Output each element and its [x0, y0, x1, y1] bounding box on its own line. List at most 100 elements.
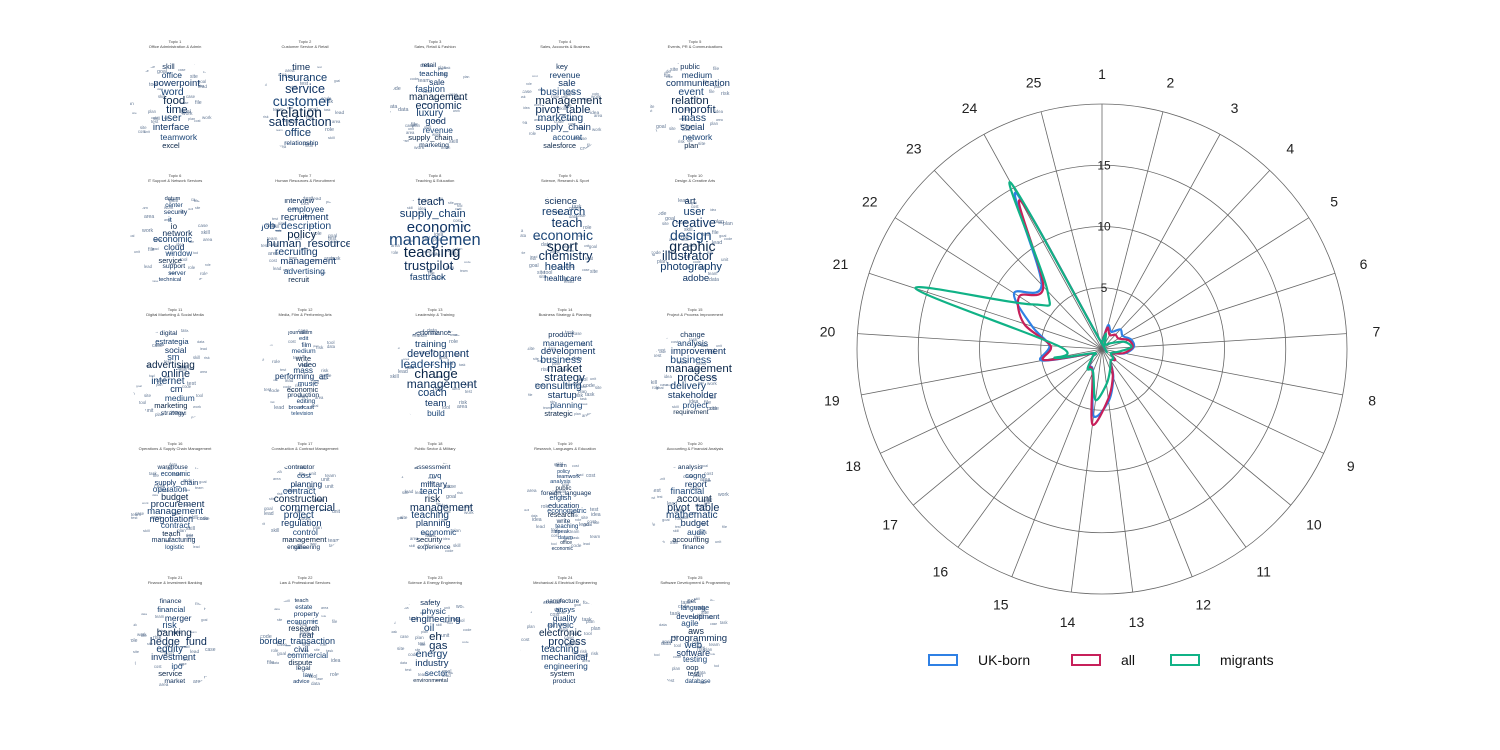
wordcloud-filler-word: task	[520, 95, 526, 99]
wordcloud-word: advertising	[283, 265, 325, 276]
wordcloud-filler-word: area	[594, 113, 603, 118]
wordcloud-title: Topic 24	[557, 575, 573, 580]
wordcloud-filler-word: file	[722, 524, 728, 529]
wordcloud-filler-word: risk	[678, 139, 685, 144]
wordcloud-filler-word: area	[268, 251, 279, 257]
legend-swatch-uk-born	[928, 654, 958, 666]
wordcloud-filler-word: data	[565, 265, 575, 270]
wordcloud-word: teaching	[403, 244, 461, 262]
wordcloud-word: commercial	[279, 501, 336, 514]
wordcloud-filler-word: idea	[288, 218, 294, 222]
wordcloud-subtitle: Operations & Supply Chain Management	[138, 447, 212, 451]
wordcloud-filler-word: unit	[311, 381, 319, 386]
wordcloud-word: performance	[412, 330, 451, 338]
wordcloud-word: warehouse	[157, 463, 188, 471]
wordcloud-filler-word: team	[325, 474, 336, 479]
wordcloud-filler-word: data	[260, 199, 271, 205]
wordcloud-filler-word: tool	[544, 270, 553, 276]
wordcloud-filler-word: tool	[579, 377, 588, 383]
wordcloud-filler-word: area	[454, 202, 461, 206]
wordcloud-filler-word: plan	[565, 642, 573, 647]
wordcloud-filler-word: goal	[529, 263, 539, 269]
wordcloud-word: teaching	[411, 510, 449, 521]
wordcloud-filler-word: case	[191, 197, 200, 202]
wordcloud-filler-word: case	[573, 331, 582, 336]
wordcloud-filler-word: area	[324, 256, 335, 262]
wordcloud-filler-word: site	[397, 647, 405, 652]
wordcloud-filler-word: area	[527, 489, 537, 494]
wordcloud-word: job_description	[261, 220, 332, 232]
wordcloud-word: sm	[167, 352, 180, 363]
wordcloud-filler-word: plan	[552, 361, 561, 366]
wordcloud-filler-word: task	[172, 511, 180, 516]
wordcloud-filler-word: role	[330, 672, 339, 678]
wordcloud-filler-word: data	[520, 228, 524, 233]
wordcloud-word: econometric	[547, 506, 587, 516]
wordcloud-filler-word: test	[264, 387, 272, 392]
radar-spoke	[880, 348, 1103, 454]
wordcloud-filler-word: work	[679, 117, 686, 121]
wordcloud-disc: caseroleriskunitgoaltestriskfilecosttask…	[260, 328, 350, 422]
wordcloud-filler-word: file	[420, 642, 426, 647]
wordcloud-filler-word: code	[583, 383, 595, 389]
wordcloud-word: commercial	[287, 650, 329, 660]
wordcloud-filler-word: cost	[587, 520, 596, 525]
wordcloud-filler-word: tool	[442, 405, 451, 411]
legend-swatch-migrants	[1170, 654, 1200, 666]
wordcloud-filler-word: area	[663, 62, 672, 67]
wordcloud-filler-word: risk	[146, 364, 151, 368]
wordcloud-filler-word: tool	[193, 251, 199, 255]
radar-category-label: 6	[1360, 256, 1368, 272]
wordcloud-word: marketing	[537, 113, 584, 124]
wordcloud-filler-word: case	[186, 94, 196, 99]
wordcloud-word: budget	[161, 491, 189, 502]
wordcloud-word: economic	[153, 234, 192, 245]
wordcloud-filler-word: file	[282, 118, 288, 123]
wordcloud-filler-word: plan	[549, 492, 556, 496]
wordcloud-word: safety	[420, 597, 441, 607]
wordcloud-filler-word: case	[453, 235, 460, 239]
wordcloud-word: improvement	[670, 346, 726, 358]
wordcloud-filler-word: risk	[572, 513, 579, 518]
wordcloud-filler-word: plan	[671, 194, 681, 199]
wordcloud-filler-word: file	[153, 473, 159, 478]
wordcloud-filler-word: plan	[650, 134, 657, 139]
wordcloud-topic-6: Topic 6 IT Support & Network Services goal…	[110, 174, 240, 308]
wordcloud-word: internet	[151, 376, 185, 387]
wordcloud-filler-word: test	[304, 196, 313, 202]
wordcloud-filler-word: file	[712, 230, 719, 236]
wordcloud-filler-word: area	[391, 243, 400, 248]
wordcloud-filler-word: unit	[332, 509, 341, 515]
wordcloud-word: economic	[160, 470, 191, 478]
wordcloud-filler-word: tool	[308, 626, 316, 631]
wordcloud-filler-word: code	[321, 374, 332, 379]
wordcloud-word: digital	[159, 329, 178, 337]
radar-category-label: 7	[1373, 324, 1381, 340]
wordcloud-filler-word: file	[704, 400, 712, 406]
wordcloud-filler-word: lead	[667, 501, 678, 507]
wordcloud-filler-word: case	[169, 262, 177, 266]
wordcloud-disc: role team work plan role file data case idea tool…	[260, 596, 350, 690]
wordcloud-word: manufacturing	[151, 536, 196, 544]
wordcloud-filler-word: site	[278, 221, 286, 226]
radar-category-label: 21	[833, 256, 849, 272]
wordcloud-filler-word: tool	[139, 400, 147, 405]
wordcloud-filler-word: role	[173, 472, 182, 478]
wordcloud-filler-word: data	[553, 601, 560, 605]
wordcloud-word: change	[414, 366, 458, 382]
wordcloud-filler-word: role	[298, 465, 308, 471]
wordcloud-filler-word: team	[460, 269, 468, 273]
wordcloud-filler-word: area	[520, 120, 528, 125]
wordcloud-filler-word: idea	[421, 531, 430, 536]
wordcloud-filler-word: test	[698, 381, 704, 385]
wordcloud-filler-word: test	[261, 243, 269, 248]
wordcloud-filler-word: skill	[584, 598, 590, 602]
wordcloud-filler-word: lead	[310, 542, 317, 546]
wordcloud-filler-word: file	[141, 633, 147, 638]
wordcloud-filler-word: skill	[672, 635, 678, 639]
radar-category-label: 23	[906, 141, 922, 157]
wordcloud-filler-word: lead	[198, 85, 208, 90]
wordcloud-filler-word: lead	[436, 375, 444, 379]
wordcloud-filler-word: skill	[694, 597, 700, 601]
wordcloud-word: finance	[682, 543, 705, 551]
